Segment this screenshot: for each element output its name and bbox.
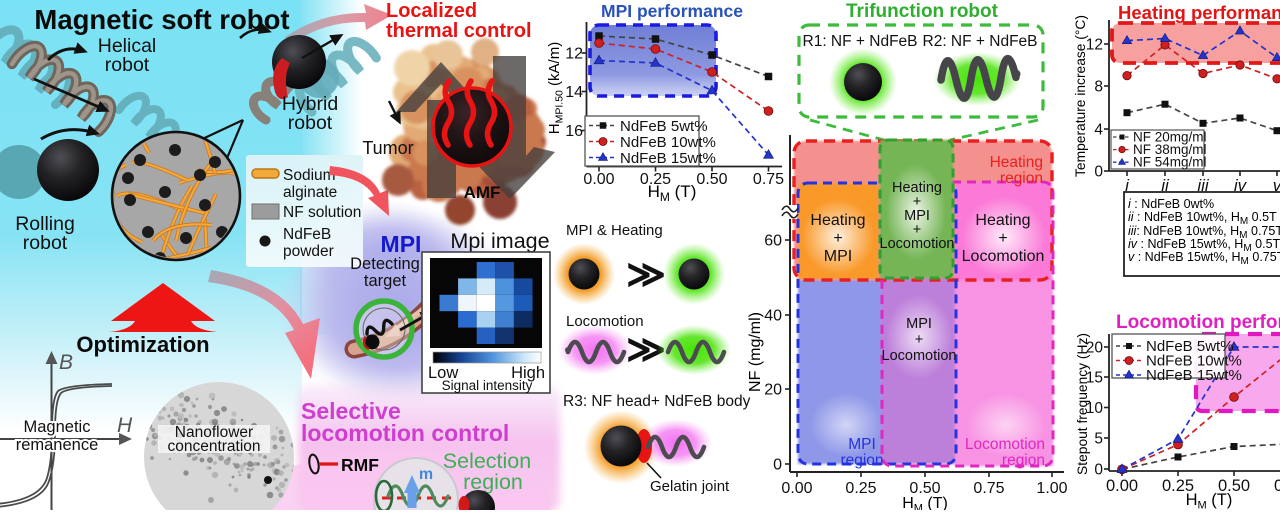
svg-text:region: region [840,452,883,469]
svg-text:Heating: Heating [975,212,1030,229]
svg-text:region: region [1000,170,1043,187]
svg-text:Heating: Heating [810,212,865,229]
svg-text:1.00: 1.00 [1036,480,1067,497]
svg-text:0: 0 [1094,462,1103,479]
svg-text:Magnetic: Magnetic [24,418,91,436]
svg-text:remanence: remanence [16,436,99,454]
svg-text:Locomotion performance: Locomotion performance [1116,312,1280,333]
svg-text:Locomotion: Locomotion [965,436,1045,453]
svg-text:thermal control: thermal control [386,20,532,42]
svg-text:0: 0 [1094,164,1103,181]
svg-text:Sodium: Sodium [283,167,336,184]
svg-text:NF (mg/ml): NF (mg/ml) [747,312,764,392]
svg-text:0: 0 [773,457,782,474]
svg-text:m: m [419,466,433,483]
svg-text:12: 12 [1086,37,1103,54]
svg-text:concentration: concentration [167,438,260,455]
svg-text:0.75: 0.75 [753,171,784,188]
svg-text:R2: NF + NdFeB: R2: NF + NdFeB [923,33,1038,50]
svg-text:NdFeB 5wt%: NdFeB 5wt% [620,118,708,135]
svg-text:Mpi image: Mpi image [450,229,549,253]
svg-text:12: 12 [565,46,583,63]
svg-text:R3: NF head+ NdFeB body: R3: NF head+ NdFeB body [563,393,751,410]
svg-text:MPI performance: MPI performance [601,1,743,21]
svg-text:0.75: 0.75 [973,480,1004,497]
svg-text:14: 14 [565,84,583,101]
svg-text:target: target [364,272,407,290]
svg-text:Heating performance: Heating performance [1118,2,1280,23]
svg-text:+: + [915,332,923,348]
svg-text:Temperature increase (°C): Temperature increase (°C) [1073,15,1088,177]
svg-text:MPI & Heating: MPI & Heating [566,222,663,239]
svg-text:8: 8 [1094,79,1103,96]
svg-text:+: + [833,230,842,247]
svg-text:MPI: MPI [848,436,876,453]
svg-text:Tumor: Tumor [362,138,413,158]
svg-text:robot: robot [105,54,150,76]
svg-text:40: 40 [764,308,782,325]
svg-text:locomotion control: locomotion control [301,420,509,446]
svg-text:Detecting: Detecting [350,255,420,273]
svg-text:HM (T): HM (T) [1186,491,1233,510]
svg-text:AMF: AMF [464,183,501,202]
svg-text:NF solution: NF solution [283,204,361,221]
svg-text:NF 54mg/ml: NF 54mg/ml [1133,155,1207,170]
svg-text:region: region [1002,452,1045,469]
svg-text:4: 4 [1094,122,1103,139]
svg-text:MPI: MPI [381,231,422,257]
svg-text:i : NdFeB 0wt%: i : NdFeB 0wt% [1128,197,1214,211]
svg-text:Optimization: Optimization [76,332,209,357]
svg-text:R1: NF + NdFeB: R1: NF + NdFeB [803,33,918,50]
svg-text:0.00: 0.00 [1106,477,1138,495]
svg-text:NdFeB: NdFeB [283,226,331,243]
svg-text:20: 20 [764,382,782,399]
svg-text:Stepout frequency (Hz): Stepout frequency (Hz) [1075,333,1090,475]
svg-text:Locomotion: Locomotion [880,236,955,252]
svg-text:H: H [117,414,133,437]
svg-text:Locomotion: Locomotion [962,248,1045,265]
svg-text:MPI: MPI [906,316,932,332]
svg-text:16: 16 [565,123,583,140]
svg-text:Heating: Heating [990,154,1043,171]
svg-text:HM (T): HM (T) [648,182,697,204]
svg-text:region: region [463,470,523,494]
svg-text:NdFeB 15wt%: NdFeB 15wt% [620,150,716,167]
svg-text:NdFeB 15wt%: NdFeB 15wt% [1146,367,1242,384]
svg-text:Signal intensity: Signal intensity [442,378,533,393]
svg-text:robot: robot [23,232,68,254]
svg-text:HM (T): HM (T) [902,495,948,510]
svg-text:robot: robot [288,112,333,134]
svg-text:MPI: MPI [824,248,852,265]
svg-text:≫: ≫ [626,254,666,296]
svg-text:+: + [998,230,1007,247]
svg-text:0.00: 0.00 [781,480,812,497]
svg-text:Locomotion: Locomotion [882,348,957,364]
svg-text:5: 5 [1094,431,1103,448]
svg-text:alginate: alginate [283,184,337,201]
svg-text:0.50: 0.50 [696,171,727,188]
svg-text:0.00: 0.00 [583,171,614,188]
svg-text:Localized: Localized [386,0,477,22]
svg-text:Trifunction robot: Trifunction robot [846,1,999,22]
svg-text:0.75: 0.75 [1274,477,1280,495]
svg-text:B: B [59,351,73,374]
svg-text:60: 60 [764,233,782,250]
svg-text:RMF: RMF [341,455,379,475]
svg-text:powder: powder [283,243,334,260]
svg-text:0.25: 0.25 [845,480,876,497]
svg-text:NdFeB 10wt%: NdFeB 10wt% [620,134,716,151]
svg-text:Gelatin joint: Gelatin joint [650,478,730,495]
